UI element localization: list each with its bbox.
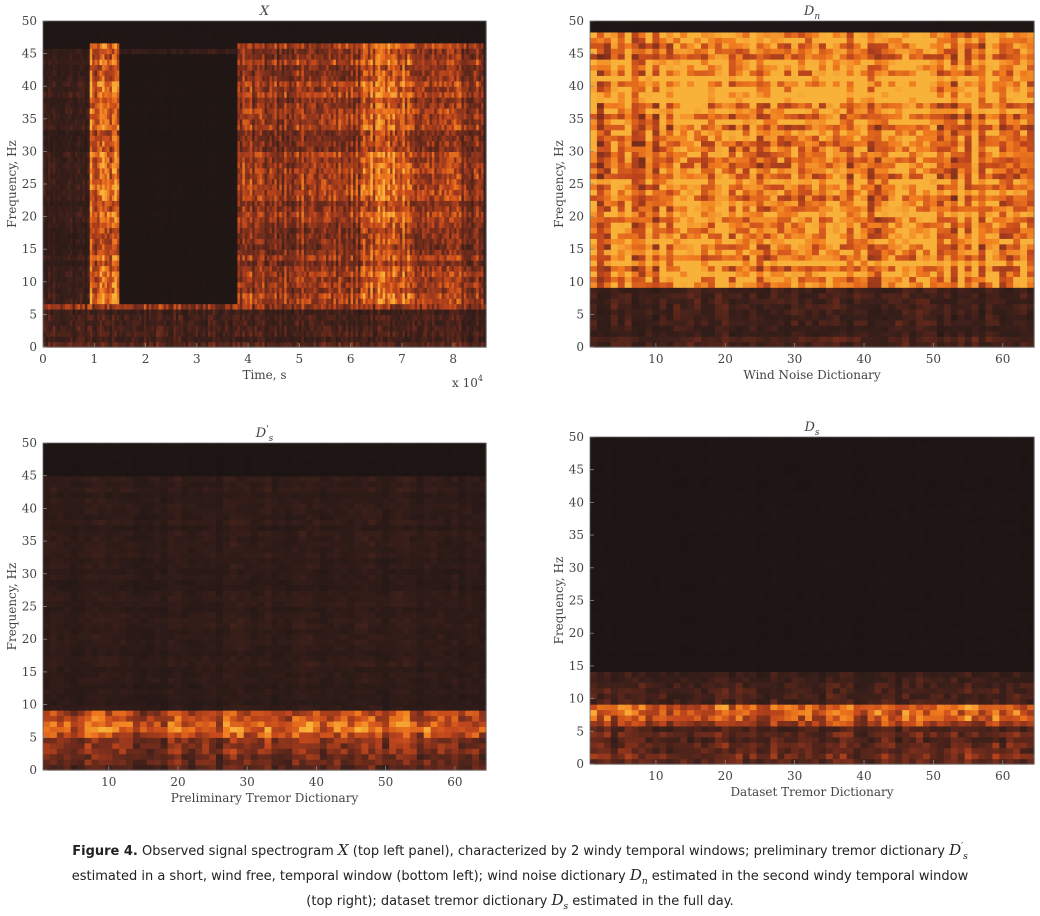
heatmap-cells xyxy=(43,21,487,348)
